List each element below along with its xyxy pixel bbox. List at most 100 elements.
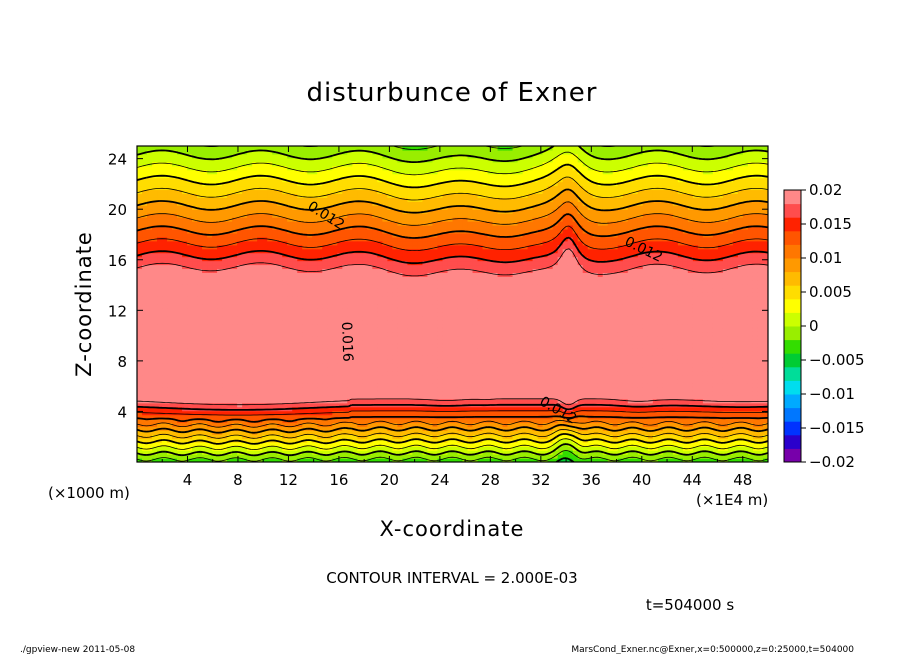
field-cell [382, 375, 388, 380]
field-cell [267, 272, 273, 277]
field-cell [252, 367, 258, 372]
field-cell [302, 375, 308, 380]
field-cell [332, 225, 338, 230]
field-cell [402, 438, 409, 443]
field-cell [347, 260, 353, 266]
field-cell [237, 446, 243, 451]
field-cell [307, 197, 313, 202]
field-cell [412, 406, 419, 412]
field-cell [362, 327, 368, 333]
field-cell [412, 438, 419, 443]
field-cell [292, 359, 298, 364]
field-cell [157, 331, 163, 337]
field-cell [222, 398, 228, 404]
field-cell [262, 446, 268, 451]
field-cell [352, 367, 358, 372]
field-cell [217, 173, 223, 179]
field-cell [347, 430, 353, 435]
field-cell [332, 390, 338, 396]
field-cell [352, 304, 358, 309]
field-cell [232, 256, 238, 262]
field-cell [427, 146, 434, 151]
field-cell [422, 280, 429, 285]
field-cell [347, 367, 353, 372]
field-cell [357, 331, 363, 337]
field-cell [422, 248, 429, 254]
field-cell [422, 410, 429, 416]
field-cell [217, 343, 223, 349]
field-cell [197, 205, 203, 210]
field-cell [187, 398, 193, 404]
field-cell [397, 442, 404, 447]
field-cell [362, 181, 368, 187]
field-cell [342, 446, 348, 451]
field-cell [352, 165, 358, 171]
field-cell [397, 300, 404, 305]
field-cell [297, 276, 303, 281]
field-cell [352, 177, 358, 183]
field-cell [147, 339, 153, 345]
field-cell [202, 280, 208, 285]
field-cell [407, 248, 414, 254]
field-cell [352, 228, 358, 234]
field-cell [342, 402, 348, 408]
field-cell [252, 315, 258, 321]
field-cell [192, 315, 198, 321]
field-cell [402, 304, 409, 309]
field-cell [402, 386, 409, 392]
field-cell [362, 232, 368, 238]
field-cell [337, 157, 343, 163]
field-cell [337, 205, 343, 210]
field-cell [232, 149, 238, 155]
field-cell [327, 225, 333, 230]
field-cell [412, 153, 419, 159]
field-cell [357, 386, 363, 392]
field-cell [157, 189, 163, 194]
field-cell [237, 442, 243, 447]
field-cell [177, 264, 183, 270]
field-cell [262, 458, 268, 462]
field-cell [187, 367, 193, 372]
field-cell [152, 454, 158, 459]
field-cell [377, 185, 383, 191]
field-cell [312, 165, 318, 171]
field-cell [157, 383, 163, 388]
field-cell [172, 248, 178, 254]
field-cell [382, 284, 388, 289]
field-cell [182, 149, 188, 155]
field-cell [437, 331, 444, 337]
field-cell [417, 264, 424, 270]
field-cell [287, 323, 293, 329]
field-cell [402, 327, 409, 333]
field-cell [337, 323, 343, 329]
field-cell [177, 213, 183, 218]
field-cell [177, 272, 183, 277]
field-cell [282, 390, 288, 396]
field-cell [402, 371, 409, 376]
field-cell [327, 268, 333, 273]
field-cell [352, 394, 358, 400]
field-cell [357, 410, 363, 416]
field-cell [197, 454, 203, 459]
field-cell [212, 240, 218, 246]
field-cell [372, 367, 378, 372]
field-cell [382, 430, 388, 435]
field-cell [362, 149, 368, 155]
field-cell [377, 410, 383, 416]
field-cell [202, 296, 208, 301]
field-cell [252, 394, 258, 400]
field-cell [367, 296, 373, 301]
field-cell [427, 292, 434, 297]
field-cell [207, 414, 213, 420]
field-cell [307, 213, 313, 218]
field-cell [197, 213, 203, 218]
field-cell [257, 311, 263, 317]
field-cell [302, 458, 308, 462]
field-cell [287, 276, 293, 281]
field-cell [157, 244, 163, 250]
field-cell [172, 383, 178, 388]
field-cell [427, 228, 434, 234]
field-cell [367, 292, 373, 297]
field-cell [272, 418, 278, 424]
field-cell [262, 296, 268, 301]
